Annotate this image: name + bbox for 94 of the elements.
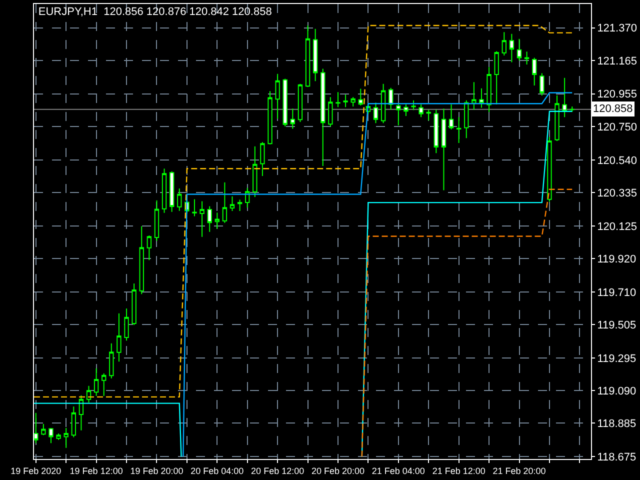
candlestick <box>411 100 416 111</box>
candlestick <box>336 92 340 108</box>
x-tick-label: 21 Feb 04:00 <box>372 466 425 476</box>
candlestick <box>456 116 462 144</box>
candlestick <box>404 104 408 116</box>
candlestick <box>139 226 144 295</box>
candlestick <box>502 32 506 56</box>
candlestick <box>426 109 431 121</box>
candlestick <box>547 136 552 202</box>
candlestick <box>132 283 136 326</box>
y-tick-label: 120.750 <box>597 121 637 134</box>
candlestick <box>237 199 242 212</box>
candlestick <box>532 57 537 86</box>
candlestick <box>260 142 265 176</box>
candlestick <box>154 200 160 242</box>
candlestick <box>396 102 401 126</box>
candlestick <box>448 104 454 130</box>
candlestick <box>358 88 363 106</box>
y-tick-label: 120.335 <box>597 187 637 200</box>
candlestick <box>282 78 288 127</box>
y-tick-label: 119.090 <box>597 385 636 398</box>
candlestick <box>472 82 476 110</box>
candlestick <box>41 424 46 436</box>
candlestick <box>214 212 220 230</box>
candlestick <box>78 394 84 431</box>
candlestick <box>116 312 122 362</box>
x-tick-label: 20 Feb 12:00 <box>251 466 304 476</box>
candlestick <box>441 108 446 191</box>
candlestick <box>540 72 544 96</box>
candlestick <box>290 108 296 130</box>
candlestick <box>86 385 92 404</box>
candlestick <box>169 170 174 212</box>
line-series <box>34 24 573 398</box>
x-tick-label: 19 Feb 12:00 <box>70 466 123 476</box>
candlestick <box>177 188 182 212</box>
x-tick-label: 19 Feb 20:00 <box>130 466 184 476</box>
y-tick-label: 119.505 <box>597 319 636 332</box>
candlestick <box>94 368 99 396</box>
y-tick-label: 121.165 <box>597 55 637 68</box>
candlestick <box>48 427 54 444</box>
candlestick <box>328 96 333 127</box>
candlestick <box>562 77 567 118</box>
candlestick <box>350 96 356 107</box>
y-tick-label: 119.295 <box>597 352 636 365</box>
candlestick <box>109 342 114 379</box>
candlestick <box>434 109 439 154</box>
candlestick <box>312 28 318 82</box>
candlestick <box>252 146 258 198</box>
candlestick <box>494 50 499 105</box>
chart-title: EURJPY,H1 120.856 120.876 120.842 120.858 <box>38 6 272 18</box>
candlestick <box>486 66 492 113</box>
candlestick <box>320 68 326 166</box>
candlestick <box>373 102 378 124</box>
candlestick <box>343 94 348 108</box>
candlestick <box>268 90 272 145</box>
y-tick-label: 121.370 <box>597 22 637 35</box>
candlestick <box>192 198 197 217</box>
x-tick-label: 20 Feb 20:00 <box>311 466 365 476</box>
x-tick-label: 19 Feb 2020 <box>10 466 62 476</box>
y-tick-label: 118.675 <box>597 451 636 464</box>
candlestick <box>516 38 522 61</box>
y-tick-label: 120.540 <box>597 154 637 167</box>
candlestick <box>230 196 235 212</box>
ref-line-label: 120.858 <box>593 103 633 115</box>
candlestick <box>146 234 152 261</box>
candlestick <box>298 83 303 123</box>
candlestick <box>275 73 280 120</box>
candlestick <box>418 104 424 118</box>
y-tick-label: 119.920 <box>597 253 636 266</box>
candlestick <box>102 372 106 396</box>
y-tick-label: 119.710 <box>597 286 636 299</box>
y-tick-label: 120.955 <box>597 88 637 101</box>
y-tick-label: 118.885 <box>597 418 636 430</box>
candlestick <box>464 100 469 139</box>
x-tick-label: 21 Feb 12:00 <box>432 466 486 476</box>
candlestick <box>207 206 212 232</box>
line-series <box>182 92 573 458</box>
candlestick <box>380 83 386 124</box>
candlestick <box>509 33 514 63</box>
candlestick <box>222 182 228 224</box>
candlestick <box>524 51 530 65</box>
candlestick <box>124 308 129 342</box>
candlestick <box>200 200 204 238</box>
x-tick-label: 21 Feb 20:00 <box>492 466 546 476</box>
candlestick <box>56 433 61 440</box>
candlestick <box>554 94 560 142</box>
x-tick-label: 20 Feb 04:00 <box>190 466 244 476</box>
candlestick <box>71 406 76 438</box>
candlestick <box>162 168 167 214</box>
candlestick <box>64 427 68 448</box>
y-tick-label: 120.125 <box>597 220 637 233</box>
candlestick <box>305 24 310 88</box>
candlestick <box>479 88 484 108</box>
candlestick <box>388 87 394 110</box>
